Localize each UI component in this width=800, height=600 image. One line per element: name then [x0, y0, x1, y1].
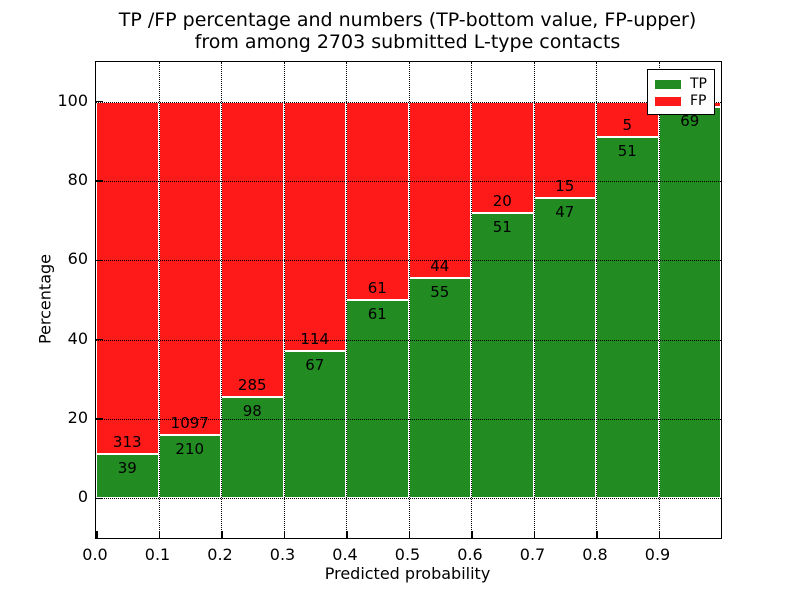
vertical-gridline [221, 62, 222, 538]
vertical-gridline [408, 62, 410, 538]
legend-item: TP [655, 76, 707, 92]
legend-label: FP [690, 93, 707, 109]
x-tick-label: 0.8 [582, 545, 608, 564]
bar-value-label-tp: 69 [680, 112, 700, 131]
bar-labels-layer: 313 39 1097 210 285 98 114 67 61 61 44 55 20 51 15 47 5 5… [96, 62, 721, 538]
bar-value-label-tp: 210 [175, 439, 205, 458]
bar-value-label-tp: 39 [117, 459, 137, 478]
x-tick-mark [221, 531, 223, 538]
vertical-gridline [283, 62, 285, 538]
x-tick-mark [346, 531, 348, 538]
bar-segment-tp [221, 396, 284, 499]
bar-segment-tp [658, 107, 721, 499]
y-tick-label: 100 [57, 90, 88, 110]
plot-area: 313 39 1097 210 285 98 114 67 61 61 44 55 20 51 15 47 5 5… [95, 61, 722, 539]
bar-value-label-fp: 5 [622, 116, 633, 135]
y-tick-mark [96, 180, 103, 182]
bar-value-label-fp: 15 [555, 176, 575, 195]
legend-item: FP [655, 93, 707, 109]
bar-segment-tp [346, 300, 409, 499]
x-tick-label: 0.9 [644, 545, 671, 564]
x-tick-mark [471, 531, 473, 538]
bar-value-label-tp: 47 [555, 202, 575, 221]
bar-segment-tp [533, 197, 596, 499]
chart-title-line1: TP /FP percentage and numbers (TP-bottom… [118, 9, 697, 31]
vertical-gridline [658, 62, 660, 538]
y-tick-mark [96, 259, 103, 262]
bar-value-label-fp: 20 [492, 192, 512, 211]
x-tick-mark [283, 531, 285, 538]
vertical-gridline [533, 62, 535, 538]
chart-title-line2: from among 2703 submitted L-type contact… [194, 31, 621, 53]
y-tick-label: 0 [77, 487, 88, 507]
bar-value-label-tp: 98 [242, 401, 262, 420]
bar-value-label-fp: 313 [112, 433, 142, 452]
vertical-gridline [471, 62, 472, 538]
bar-value-label-tp: 55 [430, 282, 450, 301]
x-tick-mark [158, 531, 160, 538]
bar-segment-fp [96, 101, 159, 455]
x-tick-mark [408, 531, 410, 538]
y-tick-label: 40 [67, 328, 88, 348]
bar-segment-tp [96, 454, 159, 499]
x-tick-label: 0.3 [269, 545, 296, 564]
x-tick-mark [596, 531, 598, 538]
bar-value-label-tp: 51 [617, 142, 637, 161]
bar-segment-tp [408, 277, 471, 499]
y-tick-mark [96, 497, 103, 500]
y-tick-mark [96, 418, 103, 420]
legend-swatch-tp [655, 79, 681, 89]
bar-segment-tp [158, 434, 221, 499]
legend-swatch-fp [655, 96, 681, 106]
y-tick-label: 60 [67, 249, 88, 269]
x-tick-mark [658, 531, 660, 538]
bar-segment-fp [408, 101, 471, 278]
x-tick-label: 0.0 [82, 545, 108, 564]
x-axis-label: Predicted probability [324, 564, 491, 583]
vertical-gridline [346, 62, 347, 538]
vertical-gridline [596, 62, 597, 538]
y-tick-mark [96, 100, 103, 103]
x-tick-mark [96, 531, 98, 538]
x-tick-label: 0.6 [457, 545, 483, 564]
grid-layer [96, 62, 721, 538]
x-tick-label: 0.5 [394, 545, 421, 564]
legend: TP FP [647, 69, 715, 115]
y-tick-label: 80 [67, 170, 88, 189]
bar-value-label-tp: 61 [367, 305, 387, 323]
chart-title: TP /FP percentage and numbers (TP-bottom… [95, 9, 720, 53]
y-tick-mark [96, 338, 103, 341]
bar-value-label-fp: 1097 [170, 413, 209, 432]
x-tick-label: 0.1 [144, 545, 171, 564]
x-tick-label: 0.7 [519, 545, 546, 564]
x-tick-mark [533, 531, 535, 538]
ticks-layer [96, 62, 721, 538]
bar-segment-tp [283, 351, 346, 499]
bar-value-label-fp: 61 [367, 279, 387, 297]
bar-value-label-fp: 44 [430, 256, 450, 275]
x-tick-label: 0.4 [332, 545, 358, 564]
y-tick-label: 20 [67, 408, 88, 427]
bars-layer [96, 62, 721, 538]
bar-value-label-tp: 51 [492, 218, 512, 237]
bar-value-label-fp: 285 [237, 375, 267, 394]
vertical-gridline [158, 62, 160, 538]
bar-value-label-tp: 67 [305, 356, 325, 375]
legend-label: TP [690, 76, 707, 92]
x-tick-label: 0.2 [207, 545, 233, 564]
bar-value-label-fp: 114 [300, 330, 330, 349]
